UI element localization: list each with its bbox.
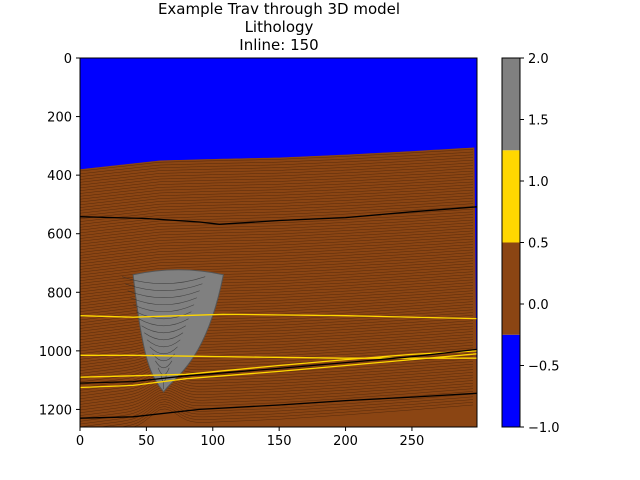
horizon-line-7 [80, 392, 477, 419]
horizon-line-2 [80, 313, 477, 320]
x-tick-label: 200 [333, 434, 358, 449]
horizon-line-1 [80, 206, 477, 225]
horizon-line-4 [80, 350, 477, 378]
x-tick-label: 250 [400, 434, 425, 449]
x-tick-label: 0 [76, 434, 84, 449]
colorbar-segment-4 [502, 58, 520, 151]
colorbar-segment-2 [502, 242, 520, 335]
sediment-bedding [80, 149, 474, 427]
salt-texture [122, 276, 206, 390]
lithology-section [80, 58, 477, 427]
plot-frame [79, 57, 478, 428]
horizon-line-6 [80, 353, 477, 389]
x-tick-label: 100 [200, 434, 225, 449]
y-tick-label: 800 [47, 286, 72, 301]
colorbar-tick-label: 1.0 [528, 175, 549, 190]
y-tick-label: 200 [47, 111, 72, 126]
x-tick-label: 50 [138, 434, 155, 449]
colorbar-tick-label: 1.5 [528, 114, 549, 129]
colorbar-axis: −1.0 −0.5 0.0 0.5 1.0 1.5 2.0 [520, 52, 560, 436]
y-tick-label: 1000 [39, 345, 72, 360]
colorbar-tick-label: −0.5 [528, 360, 560, 375]
y-tick-label: 1200 [39, 403, 72, 418]
x-axis: 0 50 100 150 200 250 [76, 427, 424, 449]
colorbar-tick-label: 0.5 [528, 237, 549, 252]
x-tick-label: 150 [267, 434, 292, 449]
y-axis: 0 200 400 600 800 1000 1200 [39, 52, 80, 418]
chart-title-line-3: Inline: 150 [239, 36, 318, 54]
colorbar-tick-label: −1.0 [528, 421, 560, 436]
horizon-line-5 [80, 348, 477, 384]
colorbar-tick-label: 2.0 [528, 52, 549, 67]
colorbar-segment-3 [502, 150, 520, 243]
colorbar-segment-1 [502, 334, 520, 427]
colorbar [501, 57, 521, 428]
chart-title-line-1: Example Trav through 3D model [158, 0, 400, 18]
y-tick-label: 400 [47, 169, 72, 184]
y-tick-label: 600 [47, 228, 72, 243]
colorbar-tick-label: 0.0 [528, 298, 549, 313]
chart-title-line-2: Lithology [245, 18, 314, 36]
y-tick-label: 0 [64, 52, 72, 67]
